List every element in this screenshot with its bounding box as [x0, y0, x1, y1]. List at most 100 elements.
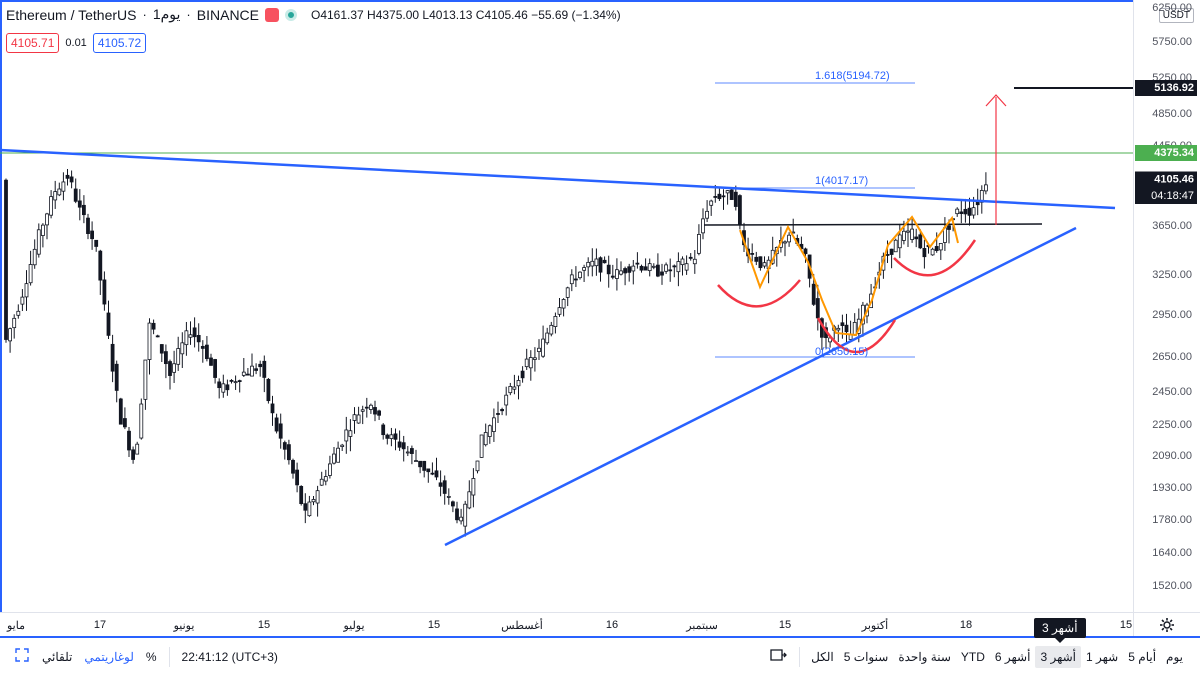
chart-settings-button[interactable]: [1133, 612, 1200, 636]
candle-body: [635, 262, 640, 265]
target-arrow-head: [985, 94, 1007, 107]
candle-body: [643, 266, 648, 271]
currency-selector[interactable]: USDT: [1158, 8, 1194, 23]
log-scale-toggle[interactable]: لوغاريتمي: [84, 649, 134, 664]
candle-body: [934, 246, 939, 251]
candle-body: [717, 193, 722, 200]
candle-body: [516, 380, 521, 387]
candle-body: [245, 373, 250, 376]
candle-body: [418, 460, 423, 468]
candle-body: [204, 344, 209, 360]
candle-body: [225, 384, 230, 391]
candle-body: [615, 269, 619, 279]
candle-body: [147, 322, 152, 360]
candle-body: [336, 447, 341, 463]
candle-body: [332, 453, 336, 464]
candle-body: [442, 480, 447, 494]
candle-body: [676, 261, 681, 273]
candle-body: [98, 250, 103, 281]
candle-body: [155, 335, 160, 338]
candle-body: [409, 448, 414, 454]
range-button[interactable]: يوم: [1166, 649, 1183, 664]
percent-scale-toggle[interactable]: %: [145, 649, 157, 664]
time-axis[interactable]: مايو 17 يونيو 15 يوليو 15 أغسطس 16 سبتمبر 15 أكتوب…: [0, 612, 1133, 636]
high-price-label: 4375.34: [1135, 145, 1197, 161]
candle-body: [738, 195, 742, 226]
candle-body: [389, 434, 394, 439]
divider: [799, 646, 801, 667]
candle-body: [180, 342, 185, 355]
range-button[interactable]: 1 شهر: [1086, 649, 1119, 664]
flag-icon[interactable]: [265, 7, 279, 22]
candle-body: [787, 234, 791, 243]
candle-body: [86, 217, 90, 234]
candle-body: [311, 499, 316, 503]
range-button[interactable]: YTD: [960, 649, 985, 664]
time-tick-label: أغسطس: [501, 620, 543, 632]
ohlc-values: O4161.37 H4375.00 L4013.13 C4105.46 −55.…: [311, 7, 621, 22]
candle-body: [12, 317, 17, 329]
candle-body: [922, 248, 927, 258]
auto-scale-toggle[interactable]: تلقائي: [42, 649, 73, 664]
candle-body: [680, 258, 685, 266]
candle-body: [947, 225, 951, 230]
candle-body: [459, 516, 464, 522]
candle-body: [627, 266, 632, 273]
goto-date-icon[interactable]: [763, 643, 793, 670]
candle-body: [545, 332, 550, 344]
candle-body: [61, 181, 66, 192]
candle-body: [32, 248, 37, 266]
chart-plot-area[interactable]: 1.618(5194.72) 1(4017.17) 0(2650.15) Eth…: [0, 0, 1133, 612]
candle-body: [692, 258, 697, 265]
candle-body: [217, 381, 222, 389]
time-tick-label: يوليو: [343, 620, 365, 632]
candle-body: [598, 257, 603, 273]
candle-body: [159, 344, 164, 354]
candle-body: [656, 264, 660, 277]
candle-body: [672, 265, 677, 268]
candle-body: [762, 262, 767, 267]
range-button[interactable]: سنة واحدة: [898, 649, 951, 664]
candle-body: [688, 256, 693, 259]
candle-body: [123, 418, 127, 428]
candle-body: [344, 429, 349, 442]
candle-body: [733, 191, 738, 207]
candle-body: [282, 442, 287, 450]
chart-canvas[interactable]: [0, 0, 1133, 612]
price-axis[interactable]: USDT 6250.005750.005250.004850.004450.00…: [1133, 0, 1200, 612]
time-tick-label: 16: [605, 619, 619, 631]
candle-body: [414, 460, 418, 462]
symbol-interval[interactable]: 1يوم: [152, 6, 181, 22]
market-status-icon[interactable]: [285, 8, 297, 21]
range-button[interactable]: الكل: [811, 649, 834, 664]
range-button[interactable]: 5 سنوات: [843, 649, 889, 664]
ask-price[interactable]: 4105.72: [92, 33, 147, 53]
candle-body: [69, 176, 74, 183]
candle-body: [291, 459, 295, 474]
price-tick-label: 4850.00: [1152, 108, 1192, 120]
range-buttons: يوم 5 أيام 1 شهر 3 أشهر 6 أشهر YTD سنة واحدة 5 …: [806, 645, 1200, 668]
candle-body: [188, 334, 193, 338]
fullscreen-icon[interactable]: [0, 643, 36, 670]
range-button[interactable]: 6 أشهر: [994, 649, 1031, 664]
candle-body: [549, 324, 554, 335]
candle-body: [229, 379, 234, 382]
bid-ask: 4105.71 0.01 4105.72: [6, 33, 147, 53]
legend-separator: ·: [142, 7, 147, 22]
candle-body: [959, 211, 964, 214]
last-price-label: 4105.46: [1135, 171, 1197, 189]
range-button[interactable]: 3 أشهر: [1035, 645, 1082, 668]
range-button[interactable]: 5 أيام: [1128, 649, 1157, 664]
price-tick-label: 5750.00: [1152, 36, 1192, 48]
timezone-clock[interactable]: 22:41:12 (UTC+3): [181, 649, 278, 664]
candle-body: [36, 229, 41, 255]
candle-body: [57, 188, 62, 196]
symbol-name[interactable]: Ethereum / TetherUS: [6, 6, 137, 23]
candle-body: [811, 283, 816, 305]
bid-price[interactable]: 4105.71: [6, 33, 60, 53]
candle-body: [176, 348, 181, 365]
candle-body: [237, 380, 242, 382]
candle-body: [750, 253, 755, 255]
time-tick-label: 15: [427, 619, 441, 631]
left-shoulder-arc: [717, 279, 801, 308]
